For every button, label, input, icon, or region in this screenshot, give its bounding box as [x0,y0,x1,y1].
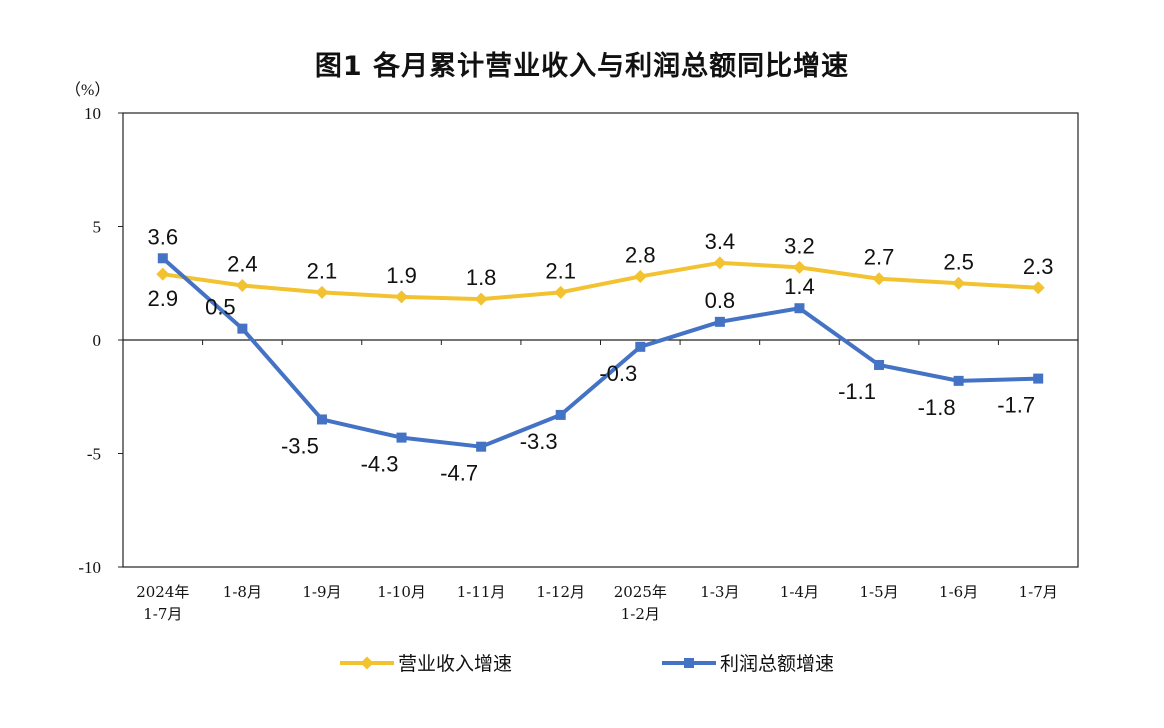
series-2-marker [1033,373,1044,384]
series-1-marker [474,292,488,306]
data-label-profit: 3.6 [147,224,178,249]
y-axis-unit-label: （%） [65,81,110,99]
x-tick-label: 1-12月 [536,583,585,601]
data-label-profit: -4.7 [440,461,478,486]
series-line-2 [161,256,1039,449]
data-label-profit: 1.4 [784,274,815,299]
y-tick-label: 10 [84,104,101,123]
x-tick-label: 2024年 [136,583,189,601]
y-tick-label: -10 [78,558,101,577]
x-tick-label: 1-6月 [939,583,978,601]
data-label-revenue: 1.8 [466,265,497,290]
series-2-marker [714,316,725,327]
legend-marker-1 [360,656,374,670]
series-1-marker [395,290,409,304]
data-label-revenue: 2.7 [864,245,895,270]
series-2-marker [316,414,327,425]
series-1-marker [792,260,806,274]
series-1-marker [315,285,329,299]
series-2-marker [157,253,168,264]
series-1-marker [713,256,727,270]
series-2-marker [476,441,487,452]
x-tick-label: 1-7月 [143,605,182,623]
series-2-marker [237,323,248,334]
x-tick-label: 1-11月 [457,583,506,601]
x-tick-label: 1-4月 [780,583,819,601]
data-label-profit: -1.1 [838,379,876,404]
legend-marker-2 [684,658,694,668]
series-2-marker [794,303,805,314]
y-tick-label: -5 [87,445,101,464]
data-label-revenue: 3.2 [784,233,815,258]
data-label-profit: 0.8 [705,288,736,313]
y-tick-label: 0 [93,331,102,350]
series-1-marker [554,285,568,299]
data-label-profit: -3.3 [520,429,558,454]
x-tick-label: 1-5月 [859,583,898,601]
x-tick-label: 1-3月 [700,583,739,601]
x-tick-label: 2025年 [614,583,667,601]
data-label-revenue: 2.1 [545,258,576,283]
chart-title: 图1 各月累计营业收入与利润总额同比增速 [314,51,850,82]
x-tick-label: 1-7月 [1019,583,1058,601]
series-2-marker [555,409,566,420]
data-label-revenue: 1.9 [386,263,417,288]
series-1-marker [952,276,966,290]
x-tick-label: 1-10月 [377,583,426,601]
data-label-revenue: 3.4 [705,229,736,254]
x-tick-label: 1-8月 [223,583,262,601]
data-label-revenue: 2.3 [1023,254,1054,279]
data-label-profit: -4.3 [361,452,399,477]
x-tick-label: 1-2月 [621,605,660,623]
data-label-revenue: 2.9 [147,286,178,311]
data-label-profit: -0.3 [599,361,637,386]
data-label-profit: -1.7 [997,393,1035,418]
data-label-revenue: 2.1 [307,258,338,283]
data-label-revenue: 2.4 [227,252,258,277]
legend-label-2: 利润总额增速 [720,653,834,675]
series-1-marker [1031,281,1045,295]
data-label-revenue: 2.8 [625,242,656,267]
series-1-marker [872,272,886,286]
series-2-marker [953,375,964,386]
data-label-profit: -1.8 [918,395,956,420]
series-2-marker [635,341,646,352]
data-label-revenue: 2.5 [943,249,974,274]
series-2-marker [874,359,885,370]
data-label-profit: 0.5 [205,295,236,320]
data-label-profit: -3.5 [281,433,319,458]
x-tick-label: 1-9月 [302,583,341,601]
series-line-1 [162,260,1039,302]
y-tick-label: 5 [93,218,102,237]
series-1-marker [156,267,170,281]
series-1-marker [633,269,647,283]
series-2-marker [396,432,407,443]
series-1-marker [235,279,249,293]
legend-label-1: 营业收入增速 [398,653,512,675]
